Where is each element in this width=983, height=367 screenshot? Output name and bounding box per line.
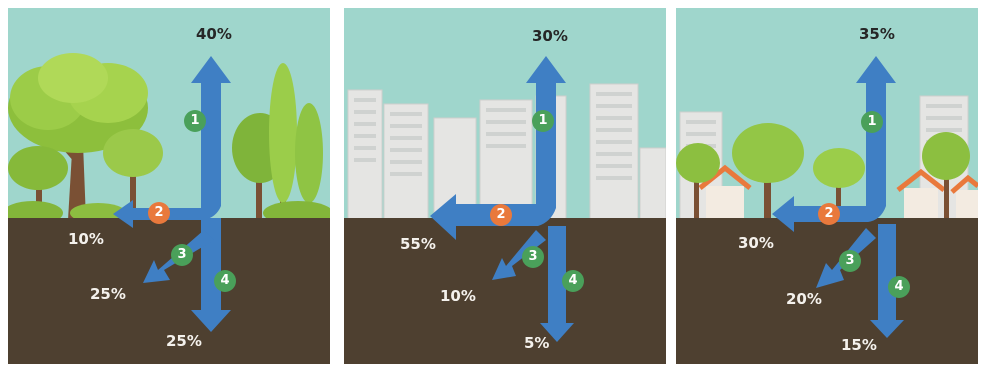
badge-2: 2	[490, 204, 512, 226]
deep-infiltration-arrow	[540, 226, 574, 342]
evaporation-percent: 40%	[196, 25, 232, 43]
suburb-scene	[676, 8, 978, 364]
tree-icon	[813, 148, 865, 220]
shallow-infiltration-percent: 20%	[786, 290, 822, 308]
badge-2: 2	[148, 202, 170, 224]
evaporation-percent: 30%	[532, 27, 568, 45]
badge-1: 1	[184, 110, 206, 132]
badge-3: 3	[171, 244, 193, 266]
tree-icon	[295, 103, 323, 220]
soil	[676, 218, 978, 364]
house-icon	[950, 174, 978, 220]
water-flow-arrows	[772, 56, 904, 338]
badge-2: 2	[818, 203, 840, 225]
building-windows	[354, 92, 632, 180]
soil	[344, 218, 666, 364]
tree-icon	[8, 53, 148, 220]
water-flow-arrows	[430, 56, 574, 342]
runoff-arrow	[772, 56, 896, 328]
shallow-infiltration-percent: 10%	[440, 287, 476, 305]
deep-infiltration-arrow	[870, 224, 904, 338]
deep-infiltration-percent: 15%	[841, 336, 877, 354]
badge-3: 3	[522, 246, 544, 268]
soil	[8, 218, 330, 364]
panel-suburb: 35% 30% 20% 15% 1 2 3 4	[676, 8, 983, 364]
badge-3: 3	[839, 250, 861, 272]
badge-1: 1	[861, 111, 883, 133]
tree-icon	[103, 129, 163, 220]
city-scene	[344, 8, 666, 364]
shallow-infiltration-arrow	[492, 230, 546, 280]
runoff-percent: 30%	[738, 234, 774, 252]
house-icon	[698, 164, 752, 220]
badge-1: 1	[532, 110, 554, 132]
tree-icon	[922, 132, 970, 220]
deep-infiltration-percent: 5%	[524, 334, 550, 352]
shallow-infiltration-percent: 25%	[90, 285, 126, 303]
badge-4: 4	[562, 270, 584, 292]
forest-scene	[8, 8, 330, 364]
tree-icon	[732, 123, 804, 220]
tree-icon	[8, 146, 68, 220]
evaporation-percent: 35%	[859, 25, 895, 43]
tree-icon	[676, 143, 720, 220]
runoff-arrow	[430, 56, 566, 328]
panel-forest: 40% 10% 25% 25% 1 2 3 4	[8, 8, 330, 364]
tree-icon	[269, 63, 297, 220]
runoff-percent: 10%	[68, 230, 104, 248]
badge-4: 4	[214, 270, 236, 292]
panel-city: 30% 55% 10% 5% 1 2 3 4	[344, 8, 666, 364]
deep-infiltration-percent: 25%	[166, 332, 202, 350]
runoff-percent: 55%	[400, 235, 436, 253]
house-icon	[896, 168, 946, 220]
badge-4: 4	[888, 276, 910, 298]
